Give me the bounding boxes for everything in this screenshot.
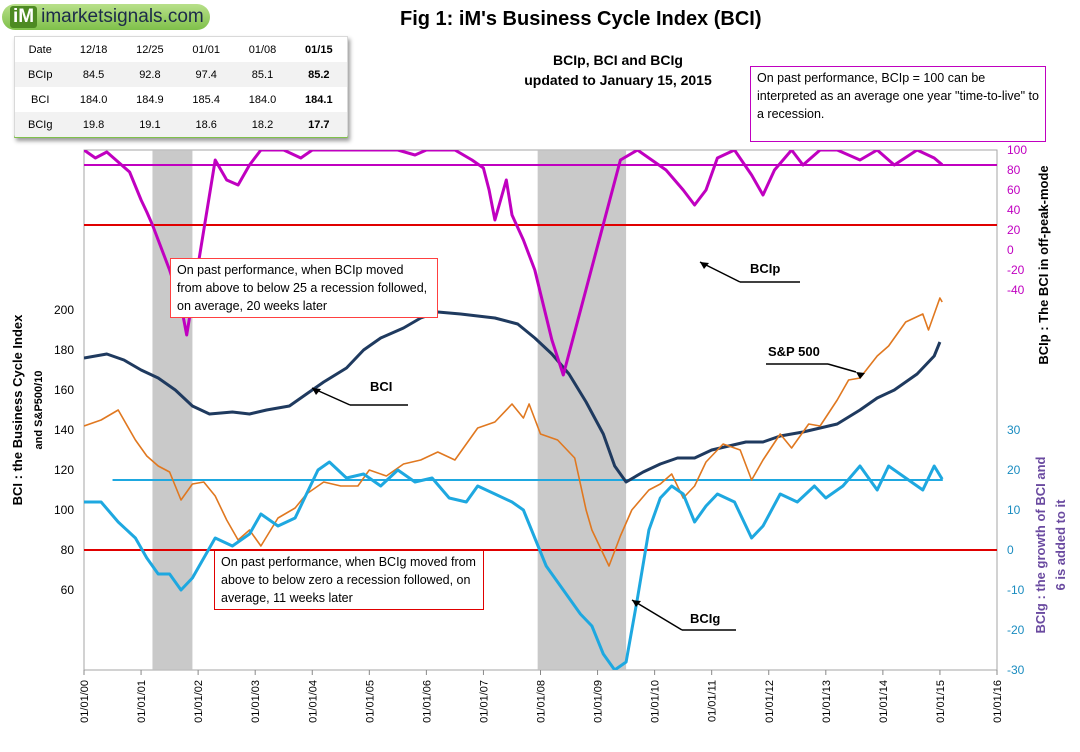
table-cell: 184.1 — [290, 87, 347, 112]
note-time-to-live: On past performance, BCIp = 100 can be i… — [750, 66, 1046, 142]
left-tick-label: 80 — [61, 543, 75, 557]
x-tick-label: 01/01/01 — [136, 680, 148, 723]
right-bcig-tick-label: -30 — [1007, 663, 1025, 677]
table-cell: 97.4 — [178, 62, 235, 87]
table-cell: 01/08 — [234, 37, 291, 62]
table-cell: 184.0 — [234, 87, 291, 112]
figure-subtitle-2: updated to January 15, 2015 — [524, 72, 712, 88]
table-cell: 184.9 — [121, 87, 179, 112]
table-cell: 12/25 — [121, 37, 179, 62]
table-cell: 12/18 — [65, 37, 122, 62]
table-cell: Date — [15, 37, 66, 62]
right-bcig-tick-label: 20 — [1007, 463, 1021, 477]
bci-callout-arrowhead — [312, 388, 321, 395]
table-cell: 184.0 — [65, 87, 122, 112]
table-cell: 18.2 — [234, 112, 291, 137]
note-bcig-recession: On past performance, when BCIg moved fro… — [214, 550, 484, 610]
table-cell: 84.5 — [65, 62, 122, 87]
left-tick-label: 200 — [54, 303, 74, 317]
sp500-callout-leader — [827, 363, 857, 373]
right-axis-bcig-subtitle: 6 is added to it — [1053, 499, 1068, 591]
sp500-callout-arrowhead — [856, 372, 865, 379]
right-bcig-tick-label: 10 — [1007, 503, 1021, 517]
label-bci: BCI — [370, 379, 392, 394]
table-header-row: Date 12/18 12/25 01/01 01/08 01/15 — [15, 37, 347, 62]
label-sp500: S&P 500 — [768, 344, 820, 359]
table-cell: 01/15 — [290, 37, 347, 62]
left-axis-title: BCI : the Business Cycle Index — [10, 314, 25, 505]
right-bcip-tick-label: 40 — [1007, 203, 1021, 217]
label-bcig: BCIg — [690, 611, 720, 626]
table-cell: 92.8 — [121, 62, 179, 87]
table-row: BCIg 19.8 19.1 18.6 18.2 17.7 — [15, 112, 347, 137]
table-cell: 85.1 — [234, 62, 291, 87]
right-bcig-tick-label: 30 — [1007, 423, 1021, 437]
right-bcip-tick-label: 60 — [1007, 183, 1021, 197]
right-bcig-tick-label: -10 — [1007, 583, 1025, 597]
table-row: BCIp 84.5 92.8 97.4 85.1 85.2 — [15, 62, 347, 87]
x-tick-label: 01/01/10 — [650, 680, 662, 723]
right-bcip-tick-label: -40 — [1007, 283, 1025, 297]
right-bcip-tick-label: 100 — [1007, 143, 1027, 157]
right-bcip-tick-label: 20 — [1007, 223, 1021, 237]
recession-band — [152, 150, 193, 670]
bcig-callout-arrowhead — [632, 600, 641, 607]
x-tick-label: 01/01/15 — [935, 680, 947, 723]
table-cell: 19.8 — [65, 112, 122, 137]
left-axis-subtitle: and S&P500/10 — [33, 371, 45, 450]
table-cell: BCI — [15, 87, 66, 112]
right-bcip-tick-label: 80 — [1007, 163, 1021, 177]
table-row: BCI 184.0 184.9 185.4 184.0 184.1 — [15, 87, 347, 112]
x-tick-label: 01/01/02 — [193, 680, 205, 723]
right-bcip-tick-label: 0 — [1007, 243, 1014, 257]
x-tick-label: 01/01/06 — [421, 680, 433, 723]
left-tick-label: 120 — [54, 463, 74, 477]
x-tick-label: 01/01/11 — [707, 680, 719, 722]
right-bcip-tick-label: -20 — [1007, 263, 1025, 277]
x-tick-label: 01/01/08 — [536, 680, 548, 723]
right-bcig-tick-label: 0 — [1007, 543, 1014, 557]
brand-name: imarketsignals.com — [41, 6, 204, 27]
table-cell: 185.4 — [178, 87, 235, 112]
bcip-callout-arrowhead — [700, 262, 709, 269]
left-tick-label: 140 — [54, 423, 74, 437]
figure-title: Fig 1: iM's Business Cycle Index (BCI) — [400, 8, 762, 30]
table-cell: BCIp — [15, 62, 66, 87]
right-axis-bcig-title: BCIg : the growth of BCI and — [1033, 456, 1048, 633]
bcig-callout-leader — [631, 599, 683, 631]
right-bcig-tick-label: -20 — [1007, 623, 1025, 637]
table-cell: 01/01 — [178, 37, 235, 62]
recession-band — [537, 150, 627, 670]
table-cell: 18.6 — [178, 112, 235, 137]
table-cell: 85.2 — [290, 62, 347, 87]
note-bcip-recession: On past performance, when BCIp moved fro… — [170, 258, 438, 318]
x-tick-label: 01/01/16 — [992, 680, 1004, 723]
x-tick-label: 01/01/14 — [878, 680, 890, 723]
left-tick-label: 60 — [61, 583, 75, 597]
x-tick-label: 01/01/03 — [250, 680, 262, 723]
table-cell: BCIg — [15, 112, 66, 137]
sp500-line — [84, 297, 943, 567]
x-tick-label: 01/01/09 — [593, 680, 605, 723]
left-tick-label: 160 — [54, 383, 74, 397]
figure-subtitle-1: BCIp, BCI and BCIg — [553, 52, 683, 68]
table-cell: 19.1 — [121, 112, 179, 137]
x-tick-label: 01/01/07 — [478, 680, 490, 723]
x-tick-label: 01/01/05 — [364, 680, 376, 723]
x-tick-label: 01/01/13 — [821, 680, 833, 723]
bcig-line — [84, 460, 944, 670]
x-tick-label: 01/01/12 — [764, 680, 776, 723]
x-tick-label: 01/01/00 — [79, 680, 91, 723]
x-tick-label: 01/01/04 — [307, 680, 319, 723]
table-cell: 17.7 — [290, 112, 347, 137]
left-tick-label: 180 — [54, 343, 74, 357]
summary-table: Date 12/18 12/25 01/01 01/08 01/15 BCIp … — [14, 36, 348, 138]
label-bcip: BCIp — [750, 261, 780, 276]
brand-logo[interactable]: iM imarketsignals.com — [2, 4, 210, 30]
left-tick-label: 100 — [54, 503, 74, 517]
right-axis-bcip-title: BCIp : The BCI in off-peak-mode — [1036, 165, 1051, 364]
brand-mark: iM — [10, 6, 38, 28]
